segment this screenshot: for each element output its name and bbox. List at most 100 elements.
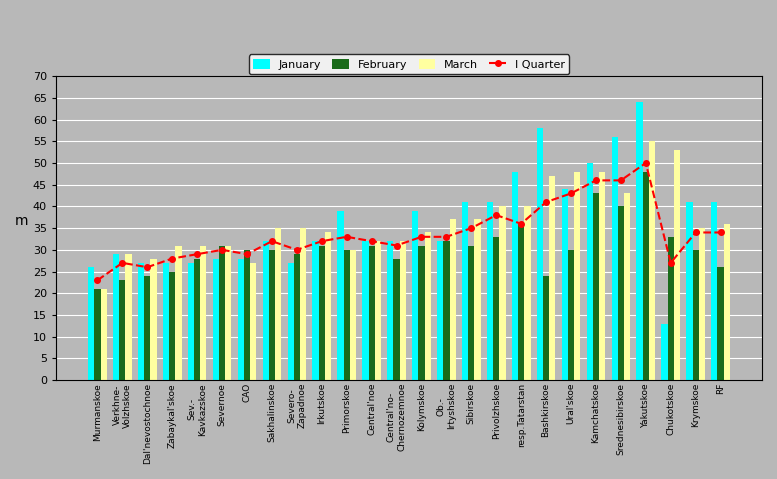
Bar xyxy=(487,202,493,380)
Bar xyxy=(711,202,717,380)
Bar xyxy=(618,206,624,380)
Bar xyxy=(393,259,399,380)
Bar xyxy=(599,171,605,380)
Bar xyxy=(145,276,151,380)
I Quarter xyxy=(242,251,252,257)
Bar xyxy=(717,267,723,380)
I Quarter xyxy=(218,247,227,253)
Bar xyxy=(500,206,506,380)
Bar xyxy=(611,137,618,380)
Bar xyxy=(462,202,469,380)
Bar xyxy=(163,263,169,380)
I Quarter xyxy=(666,260,675,266)
Bar xyxy=(723,224,730,380)
Legend: January, February, March, I Quarter: January, February, March, I Quarter xyxy=(249,55,570,74)
Bar xyxy=(674,150,680,380)
Bar xyxy=(469,246,475,380)
Bar xyxy=(213,259,219,380)
Bar xyxy=(94,289,100,380)
Bar xyxy=(549,176,556,380)
Bar xyxy=(126,254,132,380)
Bar xyxy=(686,202,692,380)
Bar xyxy=(418,246,424,380)
Bar xyxy=(537,128,543,380)
Bar xyxy=(475,219,481,380)
Bar xyxy=(350,250,356,380)
Bar xyxy=(493,237,500,380)
I Quarter xyxy=(342,234,351,240)
I Quarter xyxy=(442,234,451,240)
Bar xyxy=(368,246,375,380)
I Quarter xyxy=(392,243,401,249)
Bar xyxy=(219,246,225,380)
Bar xyxy=(518,224,524,380)
Bar xyxy=(424,232,430,380)
I Quarter xyxy=(641,160,650,166)
Bar xyxy=(699,228,705,380)
Bar xyxy=(399,241,406,380)
Bar xyxy=(238,259,244,380)
Bar xyxy=(337,211,343,380)
I Quarter xyxy=(517,221,526,227)
Bar xyxy=(661,324,667,380)
Bar xyxy=(343,250,350,380)
I Quarter xyxy=(317,238,326,244)
Bar xyxy=(188,263,194,380)
Bar xyxy=(387,241,393,380)
I Quarter xyxy=(267,238,277,244)
Bar xyxy=(692,250,699,380)
Bar xyxy=(574,171,580,380)
Bar xyxy=(624,194,630,380)
Bar xyxy=(169,272,176,380)
Bar xyxy=(649,141,655,380)
Bar xyxy=(512,171,518,380)
Bar xyxy=(294,254,300,380)
Bar xyxy=(412,211,418,380)
Bar xyxy=(587,163,593,380)
Y-axis label: m: m xyxy=(15,214,29,228)
I Quarter xyxy=(117,260,127,266)
Bar xyxy=(524,206,531,380)
I Quarter xyxy=(292,247,301,253)
I Quarter xyxy=(467,225,476,231)
I Quarter xyxy=(616,178,625,183)
Bar xyxy=(176,246,182,380)
Bar xyxy=(244,250,250,380)
I Quarter xyxy=(492,212,501,218)
Bar xyxy=(300,228,306,380)
Bar xyxy=(325,232,331,380)
Bar xyxy=(362,241,368,380)
Bar xyxy=(113,254,119,380)
Bar xyxy=(88,267,94,380)
I Quarter xyxy=(143,264,152,270)
I Quarter xyxy=(542,199,551,205)
Bar xyxy=(568,250,574,380)
Bar xyxy=(138,263,145,380)
I Quarter xyxy=(92,277,102,283)
Bar xyxy=(667,237,674,380)
I Quarter xyxy=(591,178,601,183)
Bar xyxy=(225,246,232,380)
Bar xyxy=(437,241,443,380)
Bar xyxy=(287,263,294,380)
I Quarter xyxy=(691,229,700,235)
Bar xyxy=(250,263,256,380)
Bar xyxy=(636,102,643,380)
Bar xyxy=(562,189,568,380)
Bar xyxy=(200,246,207,380)
I Quarter xyxy=(168,256,177,262)
Bar xyxy=(269,250,275,380)
Line: I Quarter: I Quarter xyxy=(95,160,723,283)
Bar xyxy=(643,171,649,380)
Bar xyxy=(263,241,269,380)
I Quarter xyxy=(716,229,725,235)
Bar xyxy=(319,246,325,380)
Bar xyxy=(151,259,157,380)
I Quarter xyxy=(367,238,376,244)
Bar xyxy=(312,241,319,380)
Bar xyxy=(450,219,456,380)
Bar xyxy=(593,194,599,380)
Bar xyxy=(100,289,106,380)
I Quarter xyxy=(193,251,202,257)
I Quarter xyxy=(566,191,576,196)
